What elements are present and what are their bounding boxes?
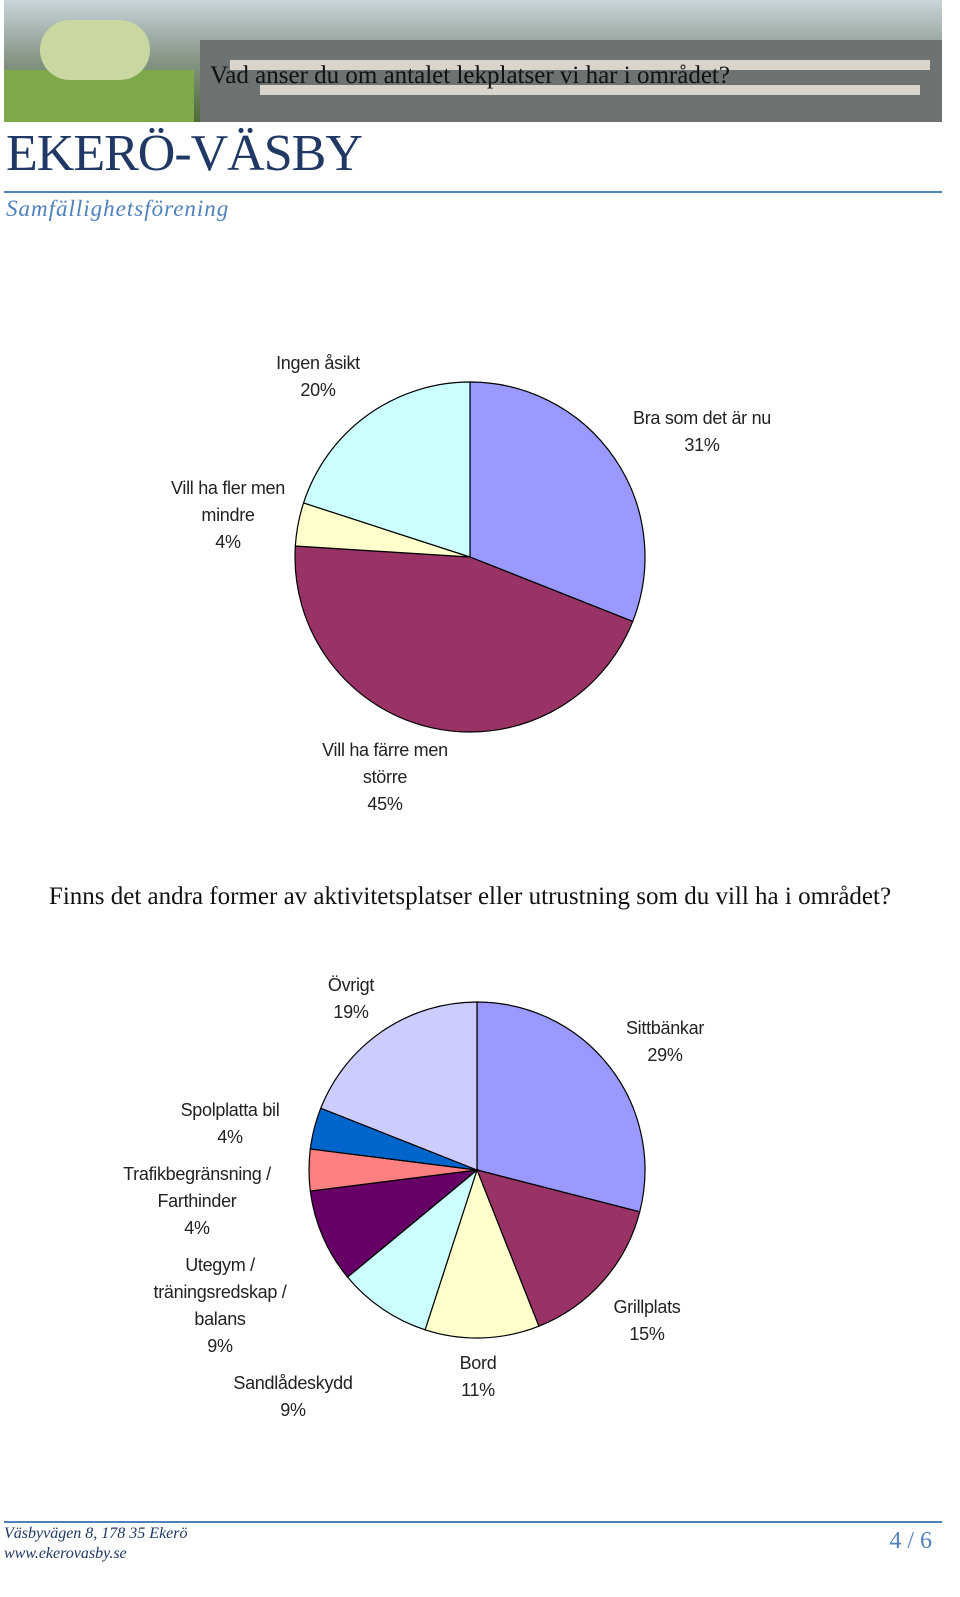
pie-slice	[302, 381, 471, 558]
slice-value: 29%	[647, 1045, 683, 1065]
slice-value: 45%	[367, 794, 403, 814]
pie-charts	[294, 381, 646, 1339]
footer-address: Väsbyvägen 8, 178 35 Ekerö	[4, 1525, 188, 1542]
slice-value: 11%	[461, 1380, 495, 1400]
slice-value: 19%	[333, 1002, 369, 1022]
slice-label: Övrigt 19%	[291, 972, 411, 1026]
slice-value: 20%	[300, 380, 336, 400]
slice-label: Sittbänkar 29%	[590, 1015, 740, 1069]
site-subtitle: Samfällighetsförening	[6, 196, 230, 221]
pie-slice	[309, 1169, 479, 1278]
slice-label: Ingen åsikt 20%	[243, 350, 393, 404]
slice-category: Bord	[459, 1353, 497, 1373]
pie-slice	[346, 1168, 479, 1331]
slice-category: Ingen åsikt	[276, 353, 360, 373]
slice-label: Spolplatta bil 4%	[155, 1097, 305, 1151]
slice-value: 31%	[684, 435, 720, 455]
slice-value: 9%	[207, 1336, 233, 1356]
pie-slice	[469, 381, 646, 623]
slice-value: 4%	[215, 532, 241, 552]
slice-label: Grillplats 15%	[572, 1294, 722, 1348]
chart-title: Finns det andra former av aktivitetsplat…	[48, 883, 892, 910]
slice-category: Övrigt	[327, 975, 375, 995]
slice-category: Utegym / träningsredskap / balans	[153, 1255, 287, 1329]
slice-category: Bra som det är nu	[633, 408, 771, 428]
slice-label: Vill ha fler men mindre 4%	[153, 475, 303, 556]
slice-category: Vill ha fler men mindre	[171, 478, 285, 525]
slice-value: 15%	[629, 1324, 665, 1344]
slice-value: 4%	[217, 1127, 243, 1147]
header-photo	[4, 0, 942, 122]
pie-slice	[476, 1169, 641, 1327]
slice-category: Sandlådeskydd	[233, 1373, 353, 1393]
pie-slice	[476, 1001, 646, 1213]
slice-category: Sittbänkar	[625, 1018, 705, 1038]
slice-label: Vill ha färre men större 45%	[300, 737, 470, 818]
site-title: EKERÖ-VÄSBY	[6, 125, 363, 182]
footer-website: www.ekerovasby.se	[4, 1545, 127, 1562]
pie-slice	[424, 1168, 540, 1339]
slice-label: Bord 11%	[418, 1350, 538, 1404]
slice-label: Trafikbegränsning / Farthinder 4%	[102, 1161, 292, 1242]
slice-category: Spolplatta bil	[180, 1100, 280, 1120]
slice-label: Sandlådeskydd 9%	[213, 1370, 373, 1424]
slice-value: 9%	[280, 1400, 306, 1420]
slice-category: Grillplats	[613, 1297, 681, 1317]
slice-label: Utegym / träningsredskap / balans 9%	[135, 1252, 305, 1360]
page-number: 4 / 6	[889, 1528, 932, 1554]
slice-value: 4%	[184, 1218, 210, 1238]
pie-slice	[294, 545, 634, 733]
slice-category: Trafikbegränsning / Farthinder	[123, 1164, 271, 1211]
slice-category: Vill ha färre men större	[322, 740, 448, 787]
slice-label: Bra som det är nu 31%	[592, 405, 812, 459]
chart-title: Vad anser du om antalet lekplatser vi ha…	[210, 62, 730, 89]
pie-slice	[320, 1001, 478, 1171]
